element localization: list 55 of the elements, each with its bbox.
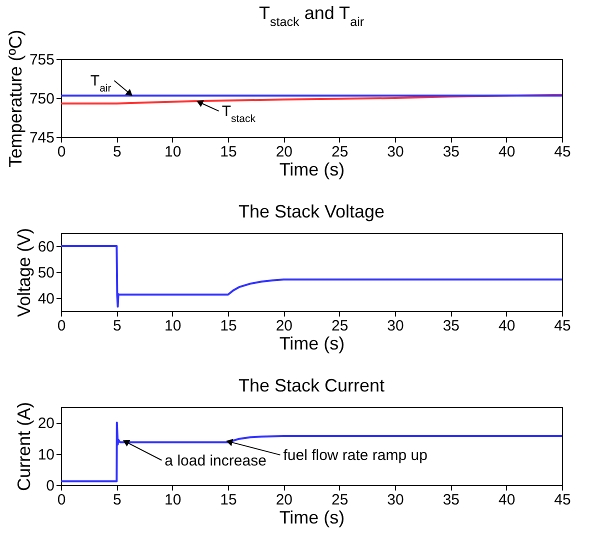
x-tick-label: 40: [498, 144, 516, 160]
x-tick-label: 15: [220, 492, 237, 508]
chart-title: T$_{stack}$ and T$_{air}$: [258, 3, 364, 30]
x-tick-label: 25: [331, 492, 348, 508]
chart-title: The Stack Current: [238, 375, 385, 396]
x-tick-label: 25: [331, 144, 348, 160]
y-axis-title: Current (A): [14, 402, 34, 492]
x-tick-label: 15: [220, 318, 237, 334]
line-series: [61, 245, 562, 308]
x-tick-label: 20: [276, 318, 293, 334]
y-tick-label: 50: [38, 264, 54, 282]
x-tick-label: 40: [498, 318, 516, 334]
line-series: [61, 94, 562, 104]
series-label: T$_{stack}$: [222, 103, 256, 126]
x-tick-label: 30: [387, 318, 404, 334]
y-axis-title: Voltage (V): [14, 228, 34, 318]
y-tick-label: 60: [38, 238, 54, 256]
y-axis-title: Temperature (ºC): [5, 30, 26, 168]
x-tick-label: 45: [554, 318, 571, 334]
x-tick-label: 10: [164, 492, 182, 508]
x-tick-label: 25: [331, 318, 348, 334]
y-tick-label: 745: [29, 130, 54, 146]
y-tick-label: 20: [38, 415, 54, 432]
x-tick-label: 35: [442, 492, 460, 508]
x-tick-label: 5: [112, 144, 122, 160]
x-tick-label: 35: [442, 144, 460, 160]
annotation: a load increase: [164, 452, 266, 470]
y-tick-label: 40: [38, 290, 54, 308]
x-tick-label: 30: [387, 492, 404, 508]
x-tick-label: 20: [276, 144, 293, 160]
x-tick-label: 15: [220, 144, 237, 160]
x-tick-label: 0: [57, 318, 66, 334]
x-tick-label: 10: [164, 318, 182, 334]
chart-title: The Stack Voltage: [238, 201, 385, 222]
x-tick-label: 5: [112, 318, 122, 334]
y-tick-label: 755: [29, 52, 54, 68]
x-axis-title: Time (s): [279, 160, 345, 180]
x-tick-label: 20: [276, 492, 293, 508]
x-tick-label: 45: [554, 144, 571, 160]
annotation: fuel flow rate ramp up: [283, 446, 428, 464]
x-tick-label: 30: [387, 144, 404, 160]
x-tick-label: 35: [442, 318, 460, 334]
x-tick-label: 0: [57, 492, 66, 508]
x-tick-label: 45: [554, 492, 571, 508]
y-tick-label: 10: [38, 446, 54, 464]
x-tick-label: 10: [164, 144, 182, 160]
x-axis-title: Time (s): [279, 334, 345, 354]
y-tick-label: 0: [46, 478, 54, 494]
series-label: T$_{air}$: [90, 72, 112, 95]
y-tick-label: 750: [29, 90, 54, 108]
x-tick-label: 0: [57, 144, 66, 160]
line-series: [61, 422, 562, 482]
x-tick-label: 40: [498, 492, 516, 508]
x-tick-label: 5: [112, 492, 122, 508]
x-axis-title: Time (s): [279, 508, 345, 528]
